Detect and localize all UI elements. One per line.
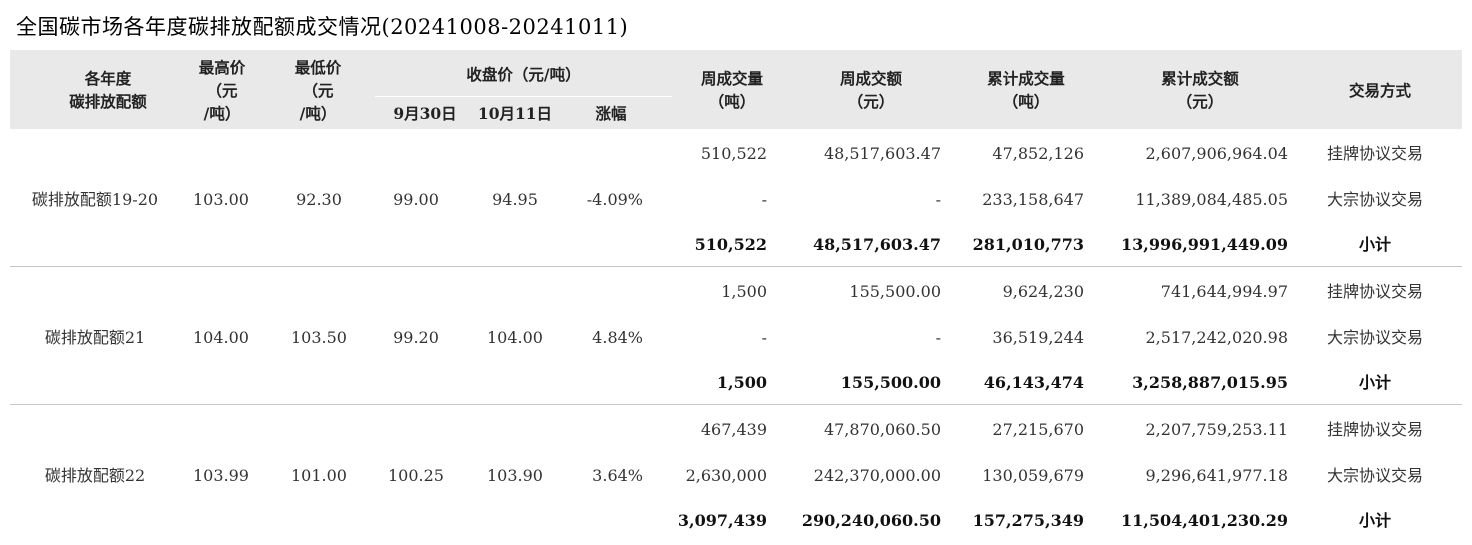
- cum-amount-cell: 2,517,242,020.98: [1145, 327, 1289, 347]
- subtotal-cum-amount-cell: 11,504,401,230.29: [1120, 511, 1288, 530]
- subtotal-cum-volume-cell: 157,275,349: [972, 511, 1084, 530]
- week-amount-cell: 155,500.00: [849, 282, 941, 301]
- subtotal-cum-volume-cell: 46,143,474: [983, 373, 1084, 392]
- subtotal-cum-amount-cell: 3,258,887,015.95: [1132, 373, 1288, 392]
- close-sep30-cell: 100.25: [388, 465, 444, 485]
- trade-method-cell: 挂牌协议交易: [1326, 420, 1423, 439]
- group-divider: [10, 404, 1462, 405]
- week-volume-cell: -: [761, 189, 767, 209]
- cum-amount-cell: 11,389,084,485.05: [1135, 189, 1288, 209]
- header-close-price: 收盘价（元/吨）: [466, 65, 581, 84]
- high-price-cell: 104.00: [193, 327, 249, 347]
- subtotal-trade-method-cell: 小计: [1358, 511, 1391, 530]
- close-oct11-cell: 103.90: [487, 465, 543, 485]
- table-title: 全国碳市场各年度碳排放配额成交情况(20241008-20241011): [16, 15, 629, 39]
- subtotal-week-volume-cell: 3,097,439: [677, 511, 767, 530]
- cum-amount-cell: 9,296,641,977.18: [1145, 465, 1289, 485]
- trade-method-cell: 挂牌协议交易: [1326, 144, 1423, 163]
- week-amount-cell: -: [935, 189, 941, 209]
- subtotal-week-volume-cell: 1,500: [716, 373, 767, 392]
- high-price-cell: 103.99: [193, 465, 249, 485]
- cum-volume-cell: 47,852,126: [992, 144, 1084, 163]
- subtotal-trade-method-cell: 小计: [1358, 373, 1391, 392]
- cum-amount-cell: 2,607,906,964.04: [1145, 144, 1289, 163]
- cum-volume-cell: 9,624,230: [1002, 282, 1084, 301]
- low-price-cell: 101.00: [291, 465, 347, 485]
- cum-volume-cell: 36,519,244: [992, 327, 1084, 347]
- trade-method-cell: 大宗协议交易: [1326, 465, 1423, 485]
- week-volume-cell: 510,522: [700, 144, 767, 163]
- header-divider: [375, 96, 672, 97]
- subtotal-trade-method-cell: 小计: [1358, 235, 1391, 254]
- header-high-price: 最高价 （元/吨）: [198, 58, 246, 123]
- close-oct11-cell: 104.00: [487, 327, 543, 347]
- low-price-cell: 92.30: [296, 189, 342, 209]
- week-amount-cell: 47,870,060.50: [823, 420, 941, 439]
- table-header: 各年度 碳排放配额 最高价 （元/吨） 最低价 （元/吨） 收盘价（元/吨） 9月30…: [10, 50, 1462, 129]
- low-price-cell: 103.50: [291, 327, 347, 347]
- high-price-cell: 103.00: [193, 189, 249, 209]
- close-sep30-cell: 99.20: [393, 327, 439, 347]
- change-cell: 4.84%: [592, 327, 643, 347]
- header-week-volume: 周成交量 （吨）: [700, 69, 763, 111]
- cum-amount-cell: 741,644,994.97: [1160, 282, 1288, 301]
- change-cell: 3.64%: [592, 465, 643, 485]
- week-volume-cell: 1,500: [721, 282, 767, 301]
- subtotal-week-amount-cell: 290,240,060.50: [801, 511, 941, 530]
- close-oct11-cell: 94.95: [492, 189, 538, 209]
- header-low-price: 最低价 （元/吨）: [294, 58, 342, 123]
- header-oct11: 10月11日: [477, 104, 553, 123]
- week-volume-cell: -: [761, 327, 767, 347]
- subtotal-cum-amount-cell: 13,996,991,449.09: [1120, 235, 1288, 254]
- subtotal-week-amount-cell: 155,500.00: [840, 373, 941, 392]
- week-amount-cell: -: [935, 327, 941, 347]
- header-week-amount: 周成交额 （元）: [839, 69, 902, 111]
- header-cum-amount: 累计成交额 （元）: [1161, 69, 1239, 111]
- header-trade-method: 交易方式: [1348, 81, 1411, 100]
- subtotal-week-amount-cell: 48,517,603.47: [812, 235, 941, 254]
- group-divider: [10, 266, 1462, 267]
- trade-method-cell: 大宗协议交易: [1326, 189, 1423, 209]
- week-amount-cell: 242,370,000.00: [813, 465, 941, 485]
- close-sep30-cell: 99.00: [393, 189, 439, 209]
- header-sep30: 9月30日: [393, 104, 457, 123]
- vintage-cell: 碳排放配额22: [44, 465, 146, 485]
- vintage-cell: 碳排放配额21: [44, 327, 146, 347]
- header-change: 涨幅: [595, 104, 627, 123]
- header-vintage: 各年度 碳排放配额: [69, 69, 147, 111]
- subtotal-cum-volume-cell: 281,010,773: [972, 235, 1084, 254]
- trade-method-cell: 挂牌协议交易: [1326, 282, 1423, 301]
- header-cum-volume: 累计成交量 （吨）: [987, 69, 1065, 111]
- cum-amount-cell: 2,207,759,253.11: [1145, 420, 1289, 439]
- week-amount-cell: 48,517,603.47: [823, 144, 941, 163]
- cum-volume-cell: 130,059,679: [982, 465, 1084, 485]
- change-cell: -4.09%: [586, 189, 643, 209]
- trade-method-cell: 大宗协议交易: [1326, 327, 1423, 347]
- cum-volume-cell: 27,215,670: [992, 420, 1084, 439]
- vintage-cell: 碳排放配额19-20: [31, 189, 159, 209]
- subtotal-week-volume-cell: 510,522: [694, 235, 767, 254]
- week-volume-cell: 467,439: [700, 420, 767, 439]
- week-volume-cell: 2,630,000: [685, 465, 767, 485]
- cum-volume-cell: 233,158,647: [982, 189, 1084, 209]
